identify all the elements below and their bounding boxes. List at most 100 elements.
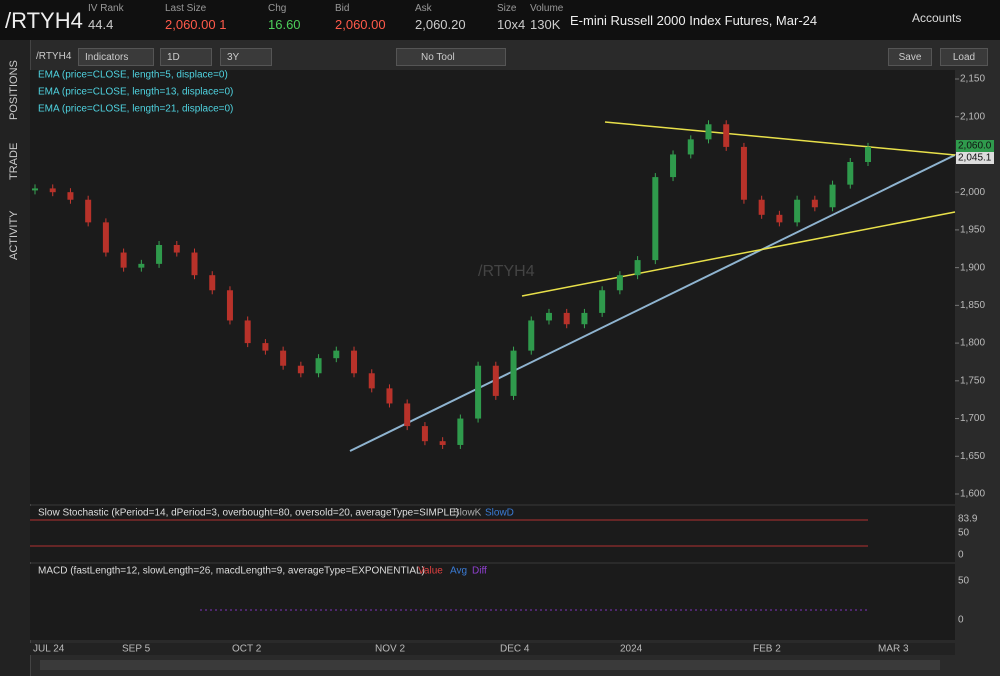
candle — [705, 124, 712, 140]
field-value: 44.4 — [88, 17, 114, 32]
price-tag-text: 2,060.0 — [958, 141, 992, 152]
price-tick-label: 1,950 — [960, 225, 985, 236]
legend-item: Value — [418, 566, 443, 577]
field-value: 2,060.00 1 — [165, 17, 227, 32]
aggregation-select[interactable]: 1D — [160, 48, 212, 66]
price-tick-label: 1,900 — [960, 262, 985, 273]
date-label: MAR 3 — [878, 644, 909, 655]
field-label: Last Size — [165, 3, 207, 14]
field-value: 2,060.20 — [415, 17, 466, 32]
date-label: SEP 5 — [122, 644, 151, 655]
date-axis — [30, 643, 955, 655]
range-select[interactable]: 3Y — [220, 48, 272, 66]
price-tick-label: 1,800 — [960, 338, 985, 349]
candle — [439, 441, 446, 445]
save-button[interactable]: Save — [888, 48, 932, 66]
legend-item: Avg — [450, 566, 467, 577]
candle — [492, 365, 499, 396]
candle — [581, 312, 588, 325]
candle — [351, 350, 358, 374]
candle — [404, 403, 411, 427]
price-tick-label: 1,700 — [960, 413, 985, 424]
stoch-pane — [30, 506, 955, 562]
field-label: Chg — [268, 3, 287, 14]
trendline — [604, 121, 956, 156]
candle — [758, 199, 765, 215]
macd-pane — [30, 564, 955, 640]
price-tick-label: 1,650 — [960, 451, 985, 462]
candle — [280, 350, 287, 366]
indicators-button[interactable]: Indicators — [78, 48, 154, 66]
scrollbar[interactable] — [40, 660, 940, 670]
field-label: Ask — [415, 3, 432, 14]
price-tick-label: 2,100 — [960, 111, 985, 122]
candle — [209, 275, 216, 291]
candle — [563, 312, 570, 325]
price-tag — [956, 152, 994, 164]
date-label: FEB 2 — [753, 644, 781, 655]
field-label: Bid — [335, 3, 350, 14]
candle — [49, 188, 56, 193]
candle — [102, 222, 109, 253]
axis-label: 50 — [958, 576, 970, 587]
legend-item: SlowK — [453, 508, 482, 519]
candle — [528, 320, 535, 351]
candle — [138, 263, 145, 268]
candle — [740, 146, 747, 200]
candle — [368, 373, 375, 389]
field-label: Volume — [530, 3, 564, 14]
study-label: EMA (price=CLOSE, length=21, displace=0) — [38, 104, 233, 115]
load-button[interactable]: Load — [940, 48, 988, 66]
candle — [616, 275, 623, 291]
axis-label: 0 — [958, 615, 964, 626]
candle — [475, 365, 482, 419]
candle — [865, 146, 871, 162]
date-label: NOV 2 — [375, 644, 405, 655]
top-bar: /RTYH4 IV Rank 44.4 Last Size 2,060.00 1 Chg… — [0, 0, 1000, 40]
candle — [333, 350, 340, 359]
symbol[interactable]: /RTYH4 — [5, 8, 83, 33]
candle — [156, 245, 163, 264]
description: E-mini Russell 2000 Index Futures, Mar-2… — [570, 13, 818, 28]
axis-label: 83.9 — [958, 514, 978, 525]
candle — [386, 388, 393, 404]
field-value: 10x4 — [497, 17, 526, 32]
study-label: EMA (price=CLOSE, length=5, displace=0) — [38, 70, 228, 81]
candle — [794, 199, 801, 223]
field-value: 130K — [530, 17, 561, 32]
accounts-menu[interactable]: Accounts — [912, 11, 962, 25]
candle — [634, 260, 641, 276]
candle — [173, 245, 180, 253]
field-value: 16.60 — [268, 17, 301, 32]
candle — [315, 358, 322, 374]
field-label: IV Rank — [88, 3, 124, 14]
candle — [599, 290, 606, 313]
field-label: Size — [497, 3, 517, 14]
candle — [262, 343, 269, 351]
candle — [847, 162, 854, 185]
toolbar-symbol[interactable]: /RTYH4 — [36, 51, 72, 62]
trendline — [521, 211, 956, 297]
date-label: OCT 2 — [232, 644, 262, 655]
date-label: 2024 — [620, 644, 643, 655]
candle — [723, 124, 730, 147]
candle — [652, 177, 659, 261]
candle — [85, 199, 92, 223]
date-label: JUL 24 — [33, 644, 65, 655]
macd-label: MACD (fastLength=12, slowLength=26, macd… — [38, 566, 425, 577]
watermark: /RTYH4 — [478, 263, 535, 280]
candle — [191, 252, 198, 276]
candle — [32, 188, 38, 191]
price-tag — [956, 140, 994, 152]
price-tick-label: 1,750 — [960, 375, 985, 386]
price-pane — [30, 70, 955, 504]
candle — [670, 154, 677, 178]
axis-label: 0 — [958, 550, 964, 561]
axis-label: 50 — [958, 528, 970, 539]
candle — [687, 139, 694, 155]
candle — [811, 199, 818, 208]
tool-select[interactable]: No Tool — [396, 48, 506, 66]
candle — [421, 426, 428, 442]
